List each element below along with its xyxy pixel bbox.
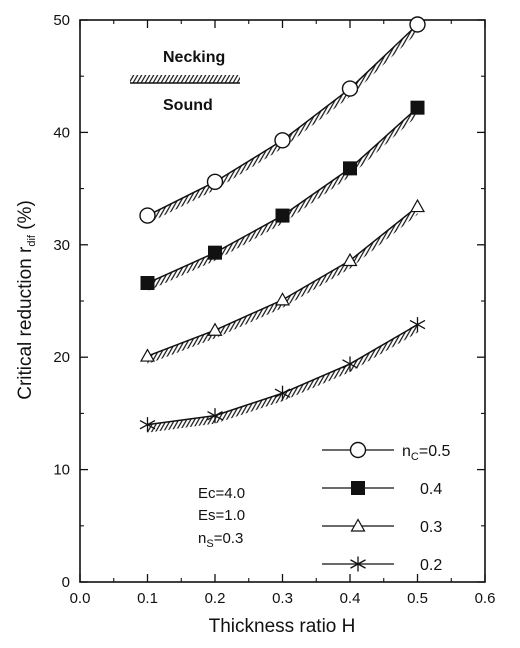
legend-label-value: 0.4 xyxy=(420,481,442,498)
x-tick-label: 0.6 xyxy=(475,590,496,607)
legend-entry: nC=0.5 xyxy=(322,441,451,463)
legend-entry: 0.2 xyxy=(322,556,442,574)
y-tick-label: 50 xyxy=(53,12,70,29)
param-ns-rest: =0.3 xyxy=(214,530,244,547)
y-axis-label-main: Critical reduction r xyxy=(15,246,36,400)
param-ec: Ec=4.0 xyxy=(198,485,245,502)
marker-asterisk-stroke xyxy=(409,319,426,330)
x-axis-label: Thickness ratio H xyxy=(209,616,356,637)
param-ns: nS=0.3 xyxy=(198,530,243,550)
legend-entry: 0.3 xyxy=(322,518,442,536)
y-axis-label-unit: (%) xyxy=(15,200,36,235)
marker-square xyxy=(275,208,290,223)
series-hatch-band xyxy=(147,107,418,292)
marker-square xyxy=(140,276,155,291)
x-tick-label: 0.0 xyxy=(70,590,91,607)
legend-label-value: 0.2 xyxy=(420,557,442,574)
y-tick-label: 30 xyxy=(53,237,70,254)
series-line xyxy=(147,323,418,426)
marker-square xyxy=(351,481,365,495)
y-axis-label: Critical reduction rdif (%) xyxy=(15,200,38,400)
y-tick-label: 20 xyxy=(53,349,70,366)
x-tick-label: 0.1 xyxy=(137,590,158,607)
marker-asterisk xyxy=(274,385,291,401)
marker-asterisk-stroke xyxy=(274,388,291,398)
param-ns-subscript: S xyxy=(206,538,213,550)
marker-circle xyxy=(341,80,359,97)
y-tick-label: 40 xyxy=(53,124,70,141)
marker-triangle xyxy=(409,198,426,213)
param-ns-main: n xyxy=(198,530,206,547)
legend-label-main: n xyxy=(402,443,411,460)
series-layer xyxy=(139,16,426,433)
series-hatch-band xyxy=(147,324,418,433)
legend-label-value: 0.3 xyxy=(420,519,442,536)
series-2 xyxy=(139,198,426,365)
marker-asterisk-stroke xyxy=(350,559,366,569)
marker-triangle xyxy=(342,252,358,267)
y-axis-label-subscript: dif xyxy=(26,234,38,247)
x-tick-labels: 0.0 0.1 0.2 0.3 0.4 0.5 0.6 xyxy=(70,590,496,607)
marker-square xyxy=(410,100,425,115)
x-tick-label: 0.3 xyxy=(272,590,293,607)
series-1 xyxy=(140,100,425,292)
marker-circle xyxy=(274,132,291,149)
legend-label: 0.4 xyxy=(420,481,442,498)
legend-label: 0.2 xyxy=(420,557,442,574)
y-tick-labels: 0 10 20 30 40 50 xyxy=(53,12,70,591)
marker-asterisk xyxy=(139,417,156,433)
hatch-key-hatching xyxy=(130,75,240,83)
legend-label: 0.3 xyxy=(420,519,442,536)
param-es: Es=1.0 xyxy=(198,507,245,524)
marker-triangle xyxy=(139,348,156,362)
hatch-key-necking-label: Necking xyxy=(163,49,225,66)
legend-entry: 0.4 xyxy=(322,481,442,498)
marker-asterisk xyxy=(409,317,426,333)
marker-circle xyxy=(139,207,156,224)
marker-circle xyxy=(206,173,224,191)
marker-asterisk-stroke xyxy=(207,410,223,421)
marker-square xyxy=(343,161,357,176)
marker-circle xyxy=(349,441,367,459)
marker-triangle xyxy=(207,322,223,336)
x-tick-label: 0.5 xyxy=(407,590,428,607)
series-0 xyxy=(139,16,426,224)
x-tick-label: 0.2 xyxy=(205,590,226,607)
series-hatch-band xyxy=(147,24,418,224)
series-line xyxy=(147,205,418,357)
hatch-key: Necking Sound xyxy=(130,49,240,114)
legend: nC=0.5 0.4 0.3 0.2 xyxy=(322,441,451,574)
marker-triangle xyxy=(350,518,366,532)
marker-asterisk xyxy=(350,556,366,572)
legend-label-value: =0.5 xyxy=(419,443,451,460)
marker-circle xyxy=(409,16,426,33)
series-3 xyxy=(139,317,426,433)
legend-label: nC=0.5 xyxy=(402,443,451,463)
marker-asterisk xyxy=(207,408,223,424)
y-tick-label: 10 xyxy=(53,462,70,479)
marker-asterisk-stroke xyxy=(342,359,358,369)
y-tick-label: 0 xyxy=(62,574,70,591)
marker-asterisk xyxy=(342,356,358,372)
marker-square xyxy=(208,245,222,260)
hatch-key-sound-label: Sound xyxy=(163,97,213,114)
parameter-notes: Ec=4.0 Es=1.0 nS=0.3 xyxy=(198,485,245,550)
x-tick-label: 0.4 xyxy=(340,590,361,607)
marker-asterisk-stroke xyxy=(139,419,156,430)
marker-triangle xyxy=(274,292,291,306)
series-hatch-band xyxy=(147,206,418,365)
legend-label-subscript: C xyxy=(411,451,419,463)
